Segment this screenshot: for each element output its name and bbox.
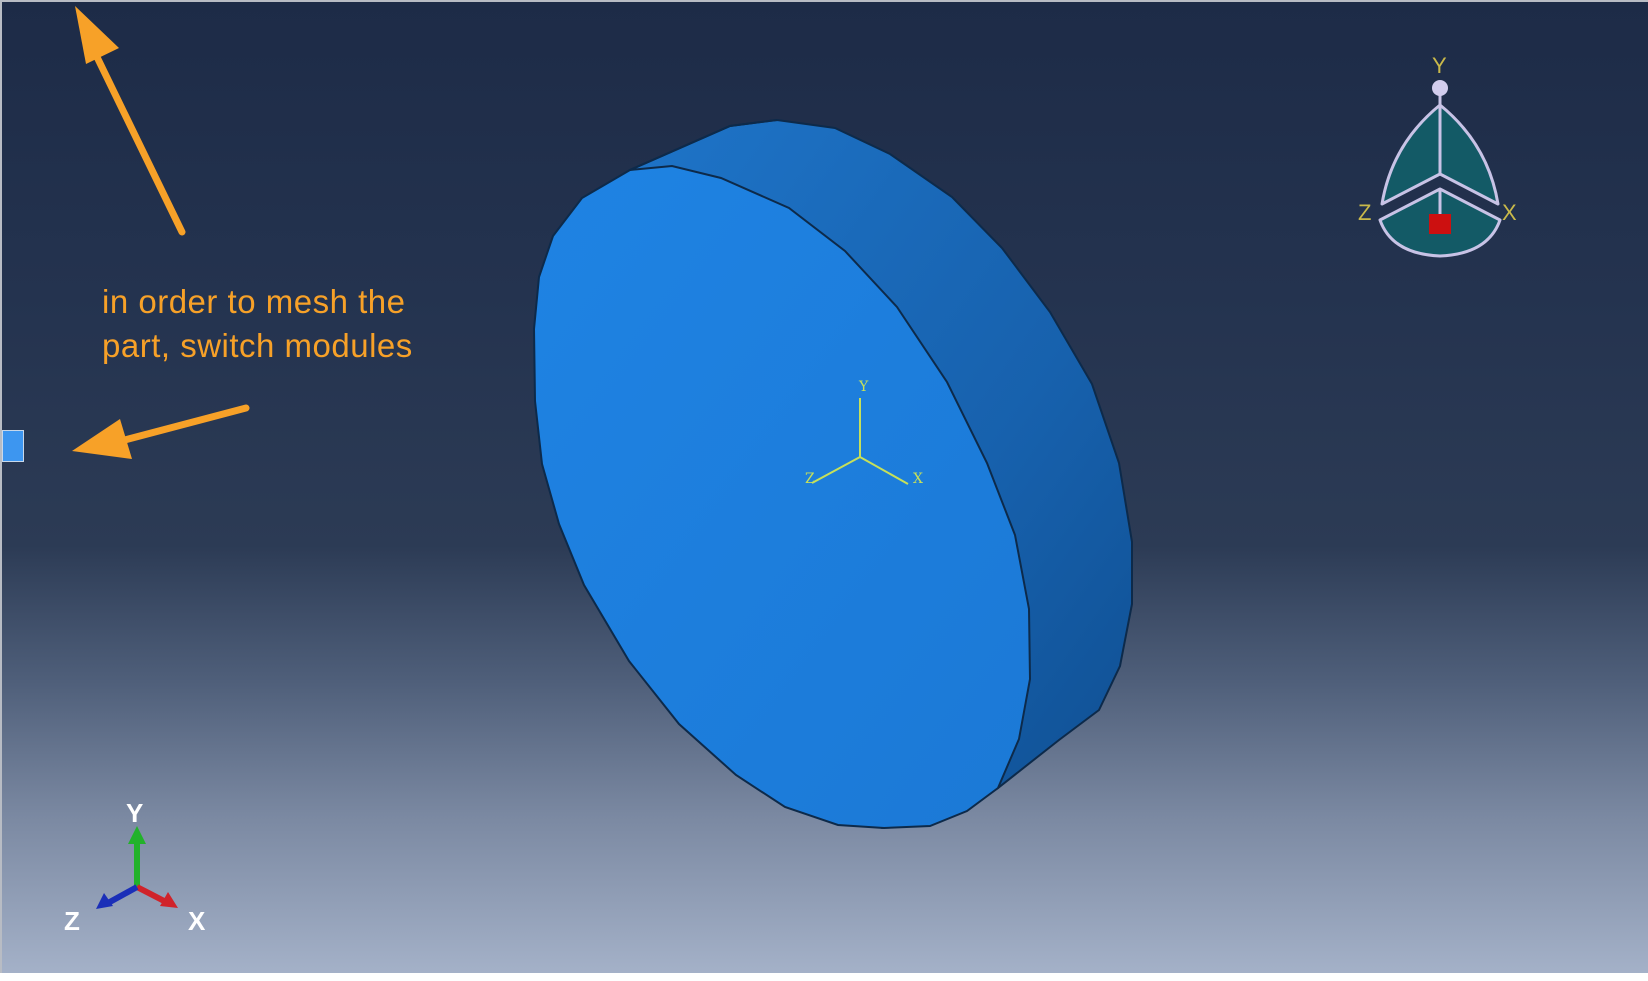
view-cube-icon[interactable] [1352,54,1522,264]
triad-x-label: X [188,906,206,936]
annotation-line-1: in order to mesh the [102,283,406,320]
annotation-line-2: part, switch modules [102,327,413,364]
arrow-up-left-icon [75,6,186,236]
panel-toggle-handle[interactable] [2,430,24,462]
csys-x-label: X [913,471,923,487]
triad-icon [52,792,232,942]
disc-part[interactable] [532,118,1133,830]
csys-z-label: Z [805,471,815,487]
instruction-annotation: in order to mesh the part, switch module… [102,280,413,368]
csys-y-label: Y [859,379,869,395]
arrow-left-icon [72,404,250,459]
view-cube-z-label: Z [1358,200,1372,225]
part-csys [811,398,909,485]
triad-z-label: Z [64,906,80,936]
disc-front-face[interactable] [532,164,1032,830]
view-cube-y-label: Y [1432,53,1447,78]
triad-y-label: Y [126,798,144,828]
view-cube-x-label: X [1502,200,1517,225]
